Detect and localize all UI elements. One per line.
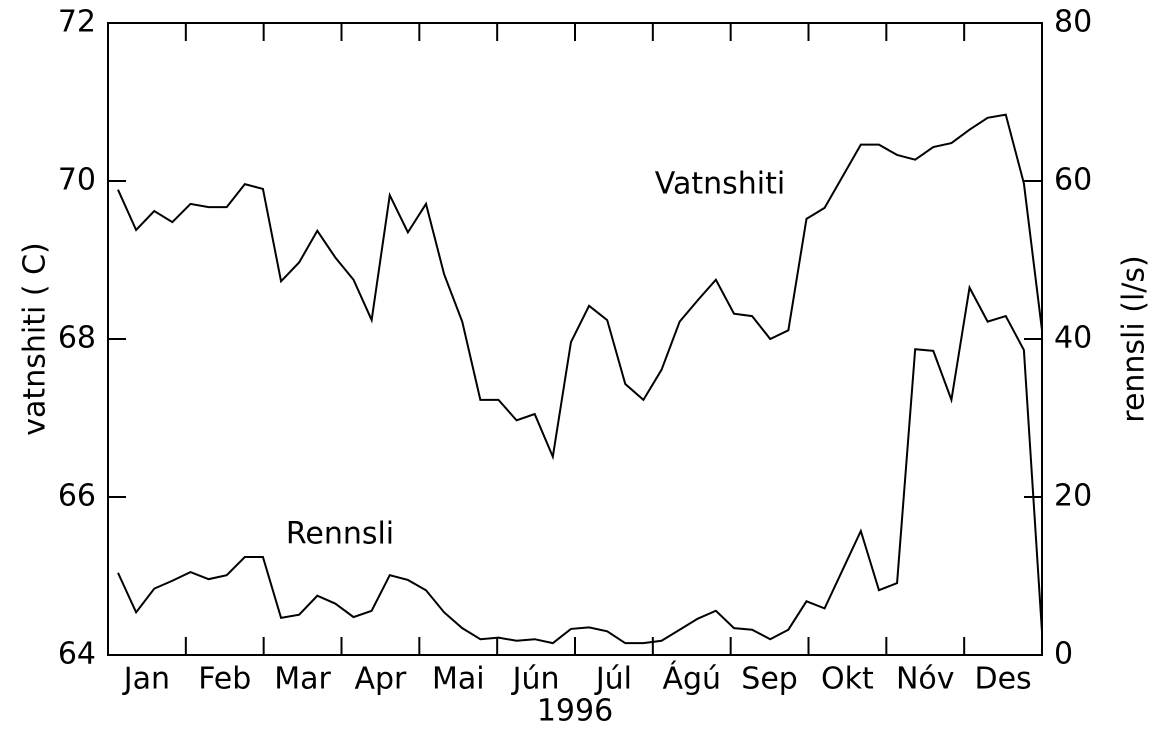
x-tick-label: Des [974, 662, 1031, 697]
y2-axis-label: rennsli (l/s) [1117, 255, 1152, 422]
series-label: Vatnshiti [655, 167, 785, 202]
y-tick-label: 66 [58, 479, 96, 514]
x-tick-label: Mar [274, 662, 331, 697]
y2-tick-label: 20 [1054, 479, 1092, 514]
x-tick-label: Mai [432, 662, 485, 697]
x-tick-label: Jún [511, 662, 560, 697]
y-tick-label: 70 [58, 163, 96, 198]
y2-tick-label: 0 [1054, 637, 1073, 672]
y-tick-label: 64 [58, 637, 96, 672]
x-tick-label: Júl [594, 662, 632, 697]
x-axis-label: 1996 [537, 694, 613, 729]
y-axis-label: vatnshiti ( C) [18, 242, 53, 435]
y2-tick-label: 60 [1054, 163, 1092, 198]
x-tick-label: Ágú [662, 661, 721, 697]
data-line [117, 113, 1043, 461]
x-tick-label: Sep [741, 662, 798, 697]
x-tick-label: Jan [122, 662, 170, 697]
y-tick-label: 68 [58, 321, 96, 356]
x-tick-label: Nóv [896, 662, 955, 697]
plot-frame [107, 22, 1043, 656]
y-tick-label: 72 [58, 5, 96, 40]
series-label: Rennsli [286, 517, 394, 552]
x-tick-label: Okt [821, 662, 874, 697]
x-tick-label: Apr [354, 662, 407, 697]
y2-tick-label: 40 [1054, 321, 1092, 356]
data-line [117, 284, 1043, 645]
x-tick-label: Feb [198, 662, 251, 697]
y2-tick-label: 80 [1054, 5, 1092, 40]
